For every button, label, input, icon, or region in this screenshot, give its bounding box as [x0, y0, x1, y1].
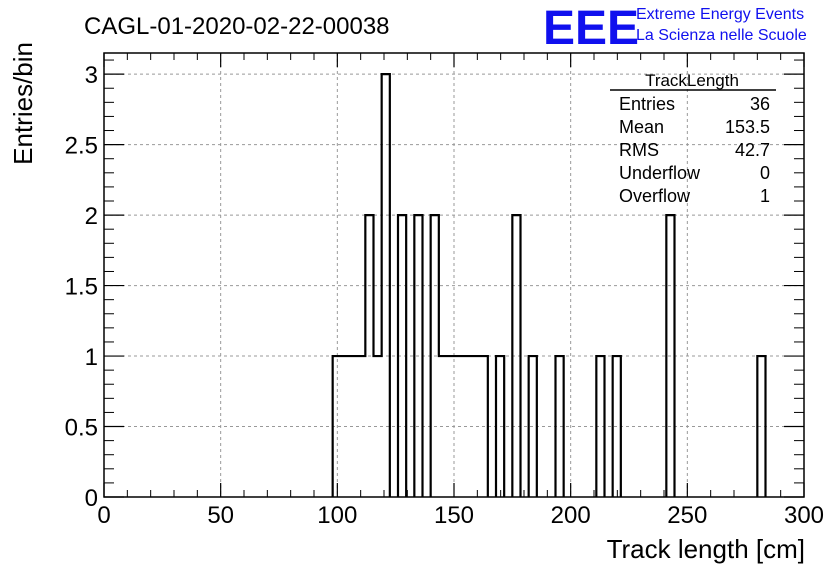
- histogram-bin-outline: [331, 73, 391, 497]
- histogram-bin-outline: [429, 213, 489, 497]
- stats-row-value: 0: [760, 163, 770, 183]
- stats-row-label: RMS: [619, 140, 659, 160]
- histogram-bin-outline: [665, 213, 676, 497]
- x-tick-label: 250: [667, 502, 707, 529]
- eee-logo: EEE Extreme Energy Events La Scienza nel…: [543, 2, 807, 55]
- y-tick-label: 0: [85, 485, 98, 512]
- eee-logo-line1: Extreme Energy Events: [636, 6, 804, 23]
- stats-box-title: TrackLength: [645, 71, 739, 90]
- x-tick-label: 300: [784, 502, 824, 529]
- stats-row-value: 42.7: [735, 140, 770, 160]
- x-tick-label: 150: [434, 502, 474, 529]
- run-title: CAGL-01-2020-02-22-00038: [84, 13, 390, 40]
- eee-logo-line2: La Scienza nelle Scuole: [636, 27, 807, 44]
- x-tick-label: 200: [551, 502, 591, 529]
- stats-row-value: 153.5: [725, 117, 770, 137]
- y-axis-title: Entries/bin: [8, 42, 38, 165]
- histogram-bin-outline: [756, 354, 767, 497]
- axis-ticks: [103, 53, 805, 498]
- stats-box: TrackLength Entries 36 Mean 153.5 RMS 42.7 Und…: [610, 71, 776, 206]
- histogram-bin-outline: [396, 213, 408, 497]
- histogram-bins: [331, 73, 767, 497]
- histogram-bin-outline: [527, 354, 538, 497]
- histogram-bin-outline: [595, 354, 606, 497]
- stats-row-value: 36: [750, 94, 770, 114]
- x-tick-label: 50: [207, 502, 234, 529]
- histogram-bin-outline: [511, 213, 522, 497]
- y-tick-label: 2: [85, 203, 98, 230]
- y-tick-label: 1.5: [65, 274, 98, 301]
- histogram-bin-outline: [413, 213, 424, 497]
- tick-labels: 0 50 100 150 200 250 300 0 0.5 1 1.5 2 2.5 3: [65, 62, 824, 529]
- stats-row-label: Underflow: [619, 163, 701, 183]
- eee-logo-text: EEE: [543, 2, 639, 55]
- stats-row-label: Overflow: [619, 186, 691, 206]
- y-tick-label: 1: [85, 344, 98, 371]
- stats-row-label: Entries: [619, 94, 675, 114]
- stats-row-label: Mean: [619, 117, 664, 137]
- histogram-bin-outline: [554, 354, 565, 497]
- y-tick-label: 3: [85, 62, 98, 89]
- x-axis-title: Track length [cm]: [607, 534, 805, 564]
- histogram-bin-outline: [494, 354, 506, 497]
- x-tick-label: 100: [317, 502, 357, 529]
- y-tick-label: 2.5: [65, 133, 98, 160]
- histogram-bin-outline: [611, 354, 622, 497]
- stats-row-value: 1: [760, 186, 770, 206]
- x-tick-label: 0: [97, 502, 110, 529]
- stats-box-rows: Entries 36 Mean 153.5 RMS 42.7 Underflow 0 Overf…: [619, 94, 770, 206]
- y-tick-label: 0.5: [65, 415, 98, 442]
